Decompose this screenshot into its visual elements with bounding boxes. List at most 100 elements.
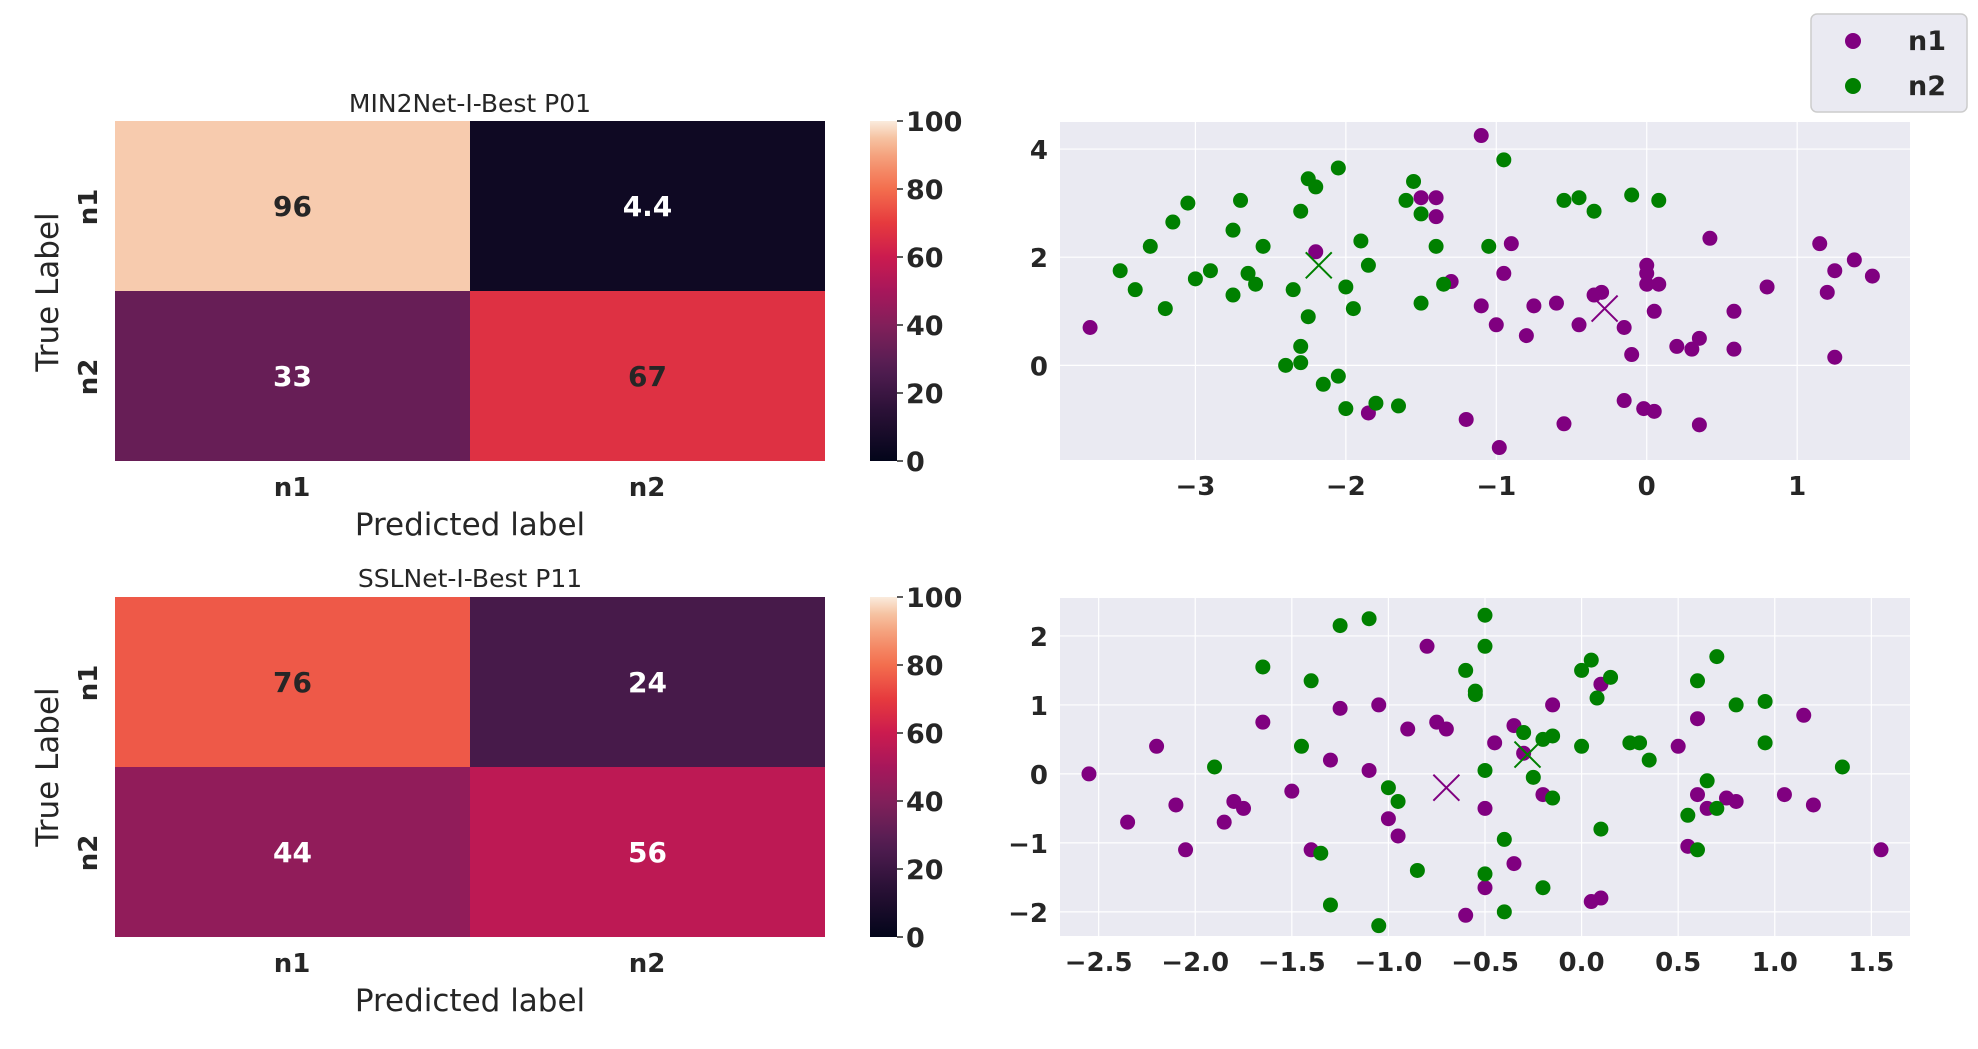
scatter-point-n1: [1506, 856, 1522, 872]
scatter-point-n1: [1726, 341, 1742, 357]
scatter-point-n1: [1168, 797, 1184, 813]
scatter-point-n1: [1322, 752, 1338, 768]
scatter-point-n2: [1413, 295, 1429, 311]
y-tick-label: 2: [1030, 623, 1048, 653]
scatter-point-n2: [1757, 693, 1773, 709]
scatter-point-n1: [1473, 128, 1489, 144]
scatter-point-n1: [1458, 907, 1474, 923]
legend-marker-n1: [1845, 33, 1861, 49]
scatter-point-n2: [1690, 842, 1705, 858]
scatter-point-n2: [1632, 735, 1648, 751]
cm1-xtick-n2: n2: [629, 473, 666, 503]
scatter-point-n1: [1624, 347, 1640, 363]
scatter-point-n1: [1690, 787, 1705, 803]
confusion-matrix-2: SSLNet-I-Best P11 76 24 44 56 n1 n2 n1 n2 P…: [30, 564, 962, 1019]
heatmap-cell-label: 24: [628, 666, 667, 699]
scatter-point-n2: [1516, 725, 1532, 741]
scatter-point-n2: [1477, 762, 1493, 778]
scatter-point-n1: [1669, 338, 1685, 354]
cm1-title: MIN2Net-I-Best P01: [349, 89, 591, 118]
scatter-point-n1: [1796, 707, 1812, 723]
scatter-point-n2: [1477, 607, 1493, 623]
scatter-point-n2: [1338, 279, 1354, 295]
cm2-xlabel: Predicted label: [355, 983, 585, 1019]
x-tick-label: −1: [1476, 472, 1516, 502]
scatter-point-n1: [1428, 209, 1444, 225]
scatter-point-n1: [1728, 793, 1744, 809]
x-tick-label: −1.0: [1354, 948, 1422, 978]
cm2-xtick-n1: n1: [274, 949, 311, 979]
scatter-point-n1: [1691, 417, 1707, 433]
scatter-point-n2: [1127, 282, 1143, 298]
scatter-point-n2: [1525, 769, 1541, 785]
scatter-point-n2: [1278, 357, 1294, 373]
scatter-point-n1: [1428, 190, 1444, 206]
x-tick-label: 0.0: [1559, 948, 1605, 978]
scatter-point-n2: [1233, 192, 1249, 208]
colorbar-tick-label: 80: [906, 175, 944, 206]
heatmap-cell-label: 67: [628, 360, 667, 393]
scatter-point-n2: [1361, 611, 1377, 627]
scatter-point-n2: [1345, 301, 1361, 317]
scatter-point-n2: [1709, 649, 1725, 665]
scatter-point-n2: [1112, 263, 1128, 279]
scatter-point-n1: [1419, 638, 1435, 654]
x-tick-label: −0.5: [1451, 948, 1519, 978]
scatter-point-n2: [1467, 687, 1483, 703]
scatter-point-n1: [1616, 320, 1632, 336]
scatter-point-n1: [1413, 190, 1429, 206]
scatter-point-n2: [1535, 880, 1551, 896]
y-tick-label: 0: [1030, 352, 1048, 382]
cm1-xlabel: Predicted label: [355, 507, 585, 543]
scatter-point-n1: [1488, 317, 1504, 333]
scatter-point-n1: [1646, 303, 1662, 319]
scatter-point-n1: [1380, 811, 1396, 827]
scatter-point-n2: [1338, 401, 1354, 417]
centroid-marker-n2: [1305, 251, 1333, 280]
colorbar-tick-label: 100: [906, 583, 962, 614]
scatter-point-n2: [1293, 355, 1309, 371]
confusion-matrix-1: MIN2Net-I-Best P01 96 4.4 33 67 n1 n2 n1 n2…: [30, 89, 962, 543]
scatter-point-n2: [1202, 263, 1218, 279]
scatter-point-n1: [1477, 800, 1493, 816]
scatter-point-n2: [1571, 190, 1587, 206]
scatter-point-n1: [1545, 697, 1561, 713]
scatter-point-n1: [1864, 268, 1880, 284]
scatter-point-n2: [1709, 800, 1725, 816]
scatter-point-n2: [1477, 638, 1493, 654]
scatter-point-n1: [1593, 890, 1609, 906]
scatter-point-n1: [1616, 393, 1632, 409]
cm1-ytick-n2: n2: [74, 359, 104, 396]
scatter-point-n2: [1285, 282, 1301, 298]
scatter-point-n2: [1180, 195, 1196, 211]
y-tick-label: 1: [1030, 692, 1048, 722]
y-tick-label: −2: [1008, 899, 1048, 929]
cm1-ylabel: True Label: [30, 212, 66, 372]
legend-marker-n2: [1845, 78, 1861, 94]
y-tick-label: 2: [1030, 244, 1048, 274]
scatter-point-n2: [1680, 807, 1696, 823]
scatter-point-n2: [1583, 652, 1599, 668]
legend-label-n2: n2: [1908, 71, 1946, 102]
scatter-point-n1: [1594, 284, 1610, 300]
scatter-point-n1: [1812, 236, 1828, 252]
scatter-point-n1: [1516, 745, 1532, 761]
x-tick-label: −2: [1326, 472, 1366, 502]
scatter-point-n1: [1639, 257, 1655, 273]
scatter-point-n2: [1834, 759, 1850, 775]
scatter-point-n2: [1574, 662, 1590, 678]
x-tick-label: −1.5: [1258, 948, 1326, 978]
colorbar-tick-label: 60: [906, 243, 944, 274]
colorbar: [870, 597, 897, 937]
scatter-point-n2: [1293, 338, 1309, 354]
scatter-point-n2: [1428, 238, 1444, 254]
scatter-plot-2: −2.5 −2.0 −1.5 −1.0 −0.5 0.0 0.5 1.0 1.5 −2 −1 0 1 2: [1008, 598, 1910, 978]
scatter-point-n1: [1646, 403, 1662, 419]
scatter-point-n1: [1255, 714, 1271, 730]
scatter-point-n2: [1593, 821, 1609, 837]
scatter-point-n2: [1165, 214, 1181, 230]
scatter-point-n2: [1225, 287, 1241, 303]
heatmap-cell-label: 96: [273, 190, 312, 223]
scatter-point-n2: [1308, 179, 1324, 195]
